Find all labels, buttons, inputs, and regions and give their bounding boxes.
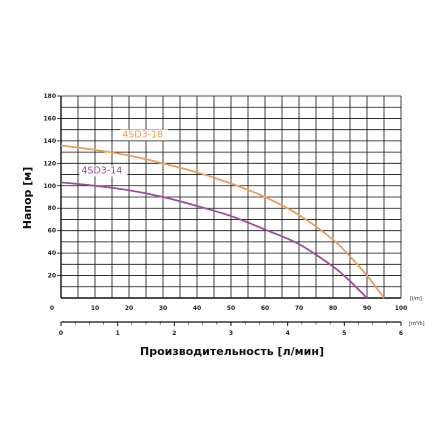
- x2-tick-label: 3: [229, 330, 233, 337]
- x-tick-label: 70: [295, 305, 303, 312]
- series-label-bg: [79, 165, 128, 177]
- y-tick-label: 100: [43, 183, 56, 190]
- x-axis-ticks: 0 10 20 30 40 50 60 70 80 90 100: [50, 305, 407, 312]
- secondary-x-axis: 0 1 2 3 4 5 6: [59, 321, 403, 337]
- y-tick-label: 20: [48, 273, 56, 280]
- x2-unit-label: [m³/h]: [409, 321, 425, 327]
- x-tick-label: 90: [363, 305, 371, 312]
- x-tick-label: 60: [261, 305, 269, 312]
- series-label-4sd3-18: 4SD3-18: [122, 130, 163, 141]
- x2-tick-label: 5: [342, 330, 346, 337]
- x-tick-label: 100: [395, 305, 408, 312]
- y-tick-label: 140: [43, 138, 56, 145]
- x-tick-label: 10: [91, 305, 99, 312]
- series-label-bg: [120, 129, 169, 141]
- x2-tick-label: 6: [399, 330, 403, 337]
- y-tick-label: 180: [43, 93, 56, 100]
- series-lines: [60, 144, 385, 299]
- x2-tick-label: 0: [59, 330, 63, 337]
- x2-tick-label: 1: [116, 330, 120, 337]
- y-axis-ticks: 20 40 60 80 100 120 140 160 180: [43, 93, 61, 280]
- x-unit-label: [l/m]: [410, 296, 422, 302]
- series-label-4sd3-14: 4SD3-14: [81, 165, 122, 176]
- x2-tick-label: 2: [172, 330, 176, 337]
- x-tick-label: 40: [193, 305, 201, 312]
- y-tick-label: 60: [48, 228, 56, 235]
- y-tick-label: 160: [43, 115, 56, 122]
- x-tick-label: 50: [227, 305, 235, 312]
- y-axis-title: Напор [м]: [21, 167, 34, 230]
- x-tick-label: 0: [50, 305, 54, 312]
- series-line-4sd3-18: [60, 144, 385, 299]
- x-tick-label: 20: [125, 305, 133, 312]
- grid: [60, 95, 402, 299]
- x-axis-title: Производительность [л/мин]: [140, 345, 324, 358]
- series-line-4sd3-14: [60, 181, 368, 299]
- y-tick-label: 80: [48, 205, 56, 212]
- series-labels: 4SD3-18 4SD3-14: [79, 129, 169, 177]
- y-tick-label: 120: [43, 160, 56, 167]
- x-tick-label: 30: [159, 305, 167, 312]
- y-tick-label: 40: [48, 250, 56, 257]
- x2-tick-label: 4: [286, 330, 290, 337]
- x-tick-label: 80: [329, 305, 337, 312]
